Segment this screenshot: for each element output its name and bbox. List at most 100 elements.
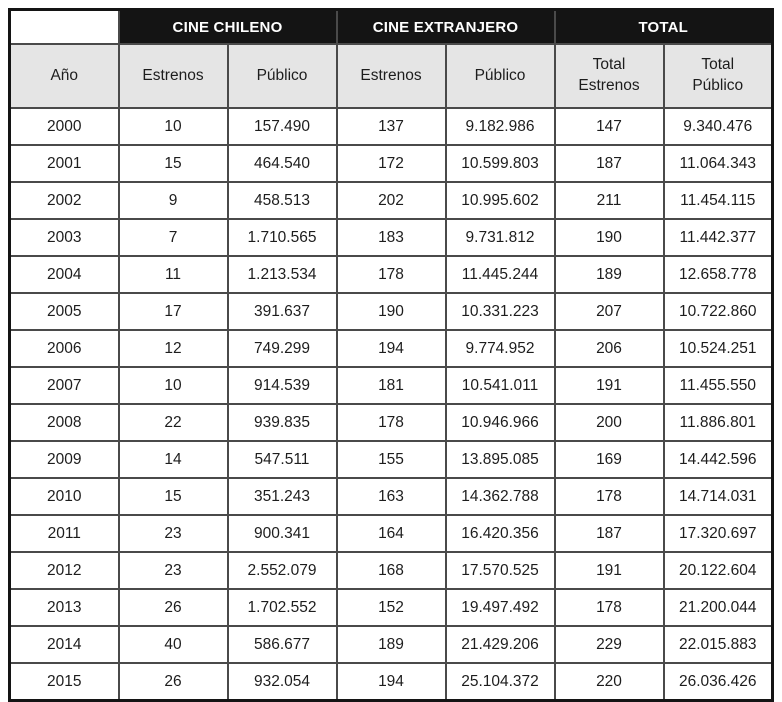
cell-total-estrenos: 147 <box>553 107 665 146</box>
cell-publico-extranjero: 9.182.986 <box>444 107 556 146</box>
cell-ano: 2007 <box>8 366 120 405</box>
cell-total-estrenos: 200 <box>553 403 665 442</box>
cell-total-estrenos: 220 <box>553 662 665 702</box>
cell-estrenos-extranjero: 172 <box>335 144 447 183</box>
table-row: 2008 22 939.835 178 10.946.966 200 11.886.801 <box>8 403 774 442</box>
cell-total-publico: 11.886.801 <box>662 403 774 442</box>
cell-total-estrenos: 187 <box>553 144 665 183</box>
cell-estrenos-chileno: 15 <box>117 477 229 516</box>
cell-publico-chileno: 547.511 <box>226 440 338 479</box>
cell-estrenos-extranjero: 178 <box>335 255 447 294</box>
cell-ano: 2006 <box>8 329 120 368</box>
table-row: 2003 7 1.710.565 183 9.731.812 190 11.442.377 <box>8 218 774 257</box>
cell-estrenos-extranjero: 194 <box>335 662 447 702</box>
cell-total-publico: 11.454.115 <box>662 181 774 220</box>
cell-total-estrenos: 190 <box>553 218 665 257</box>
cell-ano: 2003 <box>8 218 120 257</box>
table-row: 2009 14 547.511 155 13.895.085 169 14.442.596 <box>8 440 774 479</box>
table-row: 2013 26 1.702.552 152 19.497.492 178 21.200.04… <box>8 588 774 627</box>
table-row: 2004 11 1.213.534 178 11.445.244 189 12.658.77… <box>8 255 774 294</box>
cell-total-estrenos: 206 <box>553 329 665 368</box>
cell-publico-chileno: 464.540 <box>226 144 338 183</box>
cell-estrenos-extranjero: 137 <box>335 107 447 146</box>
cell-estrenos-chileno: 14 <box>117 440 229 479</box>
cell-publico-chileno: 1.702.552 <box>226 588 338 627</box>
cell-publico-chileno: 351.243 <box>226 477 338 516</box>
cell-publico-chileno: 458.513 <box>226 181 338 220</box>
cell-ano: 2008 <box>8 403 120 442</box>
group-header-row: CINE CHILENO CINE EXTRANJERO TOTAL <box>8 8 774 45</box>
table-row: 2010 15 351.243 163 14.362.788 178 14.714.031 <box>8 477 774 516</box>
cell-total-estrenos: 178 <box>553 477 665 516</box>
cell-total-publico: 11.064.343 <box>662 144 774 183</box>
cell-estrenos-chileno: 26 <box>117 662 229 702</box>
cell-estrenos-chileno: 40 <box>117 625 229 664</box>
cell-ano: 2011 <box>8 514 120 553</box>
cell-publico-chileno: 1.710.565 <box>226 218 338 257</box>
col-header-ano: Año <box>8 43 120 109</box>
cell-publico-chileno: 586.677 <box>226 625 338 664</box>
table-row: 2000 10 157.490 137 9.182.986 147 9.340.476 <box>8 107 774 146</box>
cell-publico-extranjero: 10.995.602 <box>444 181 556 220</box>
cell-total-estrenos: 191 <box>553 366 665 405</box>
cell-total-publico: 14.714.031 <box>662 477 774 516</box>
col-group-cine-chileno: CINE CHILENO <box>117 8 338 45</box>
cell-publico-chileno: 391.637 <box>226 292 338 331</box>
cell-total-estrenos: 229 <box>553 625 665 664</box>
cell-publico-extranjero: 14.362.788 <box>444 477 556 516</box>
cell-ano: 2014 <box>8 625 120 664</box>
cell-estrenos-extranjero: 163 <box>335 477 447 516</box>
cell-ano: 2000 <box>8 107 120 146</box>
cell-publico-chileno: 749.299 <box>226 329 338 368</box>
cell-publico-extranjero: 9.731.812 <box>444 218 556 257</box>
cell-estrenos-chileno: 11 <box>117 255 229 294</box>
col-header-total-publico: Total Público <box>662 43 774 109</box>
cell-estrenos-extranjero: 189 <box>335 625 447 664</box>
cell-total-estrenos: 187 <box>553 514 665 553</box>
cell-estrenos-chileno: 23 <box>117 514 229 553</box>
cell-total-publico: 10.722.860 <box>662 292 774 331</box>
table-row: 2006 12 749.299 194 9.774.952 206 10.524.251 <box>8 329 774 368</box>
cell-publico-chileno: 939.835 <box>226 403 338 442</box>
table-row: 2001 15 464.540 172 10.599.803 187 11.064.343 <box>8 144 774 183</box>
cell-publico-extranjero: 11.445.244 <box>444 255 556 294</box>
cell-total-publico: 21.200.044 <box>662 588 774 627</box>
cell-total-publico: 17.320.697 <box>662 514 774 553</box>
col-header-publico-chileno: Público <box>226 43 338 109</box>
table-body: 2000 10 157.490 137 9.182.986 147 9.340.476 200… <box>8 107 774 702</box>
cell-estrenos-chileno: 22 <box>117 403 229 442</box>
cell-publico-chileno: 1.213.534 <box>226 255 338 294</box>
cell-publico-extranjero: 17.570.525 <box>444 551 556 590</box>
col-group-cine-extranjero: CINE EXTRANJERO <box>335 8 556 45</box>
col-header-estrenos-extranjero: Estrenos <box>335 43 447 109</box>
cell-total-estrenos: 207 <box>553 292 665 331</box>
cell-publico-extranjero: 25.104.372 <box>444 662 556 702</box>
cell-ano: 2004 <box>8 255 120 294</box>
cell-estrenos-chileno: 10 <box>117 107 229 146</box>
cell-total-publico: 11.455.550 <box>662 366 774 405</box>
cell-publico-extranjero: 10.946.966 <box>444 403 556 442</box>
cell-ano: 2013 <box>8 588 120 627</box>
cell-total-publico: 9.340.476 <box>662 107 774 146</box>
cell-estrenos-extranjero: 152 <box>335 588 447 627</box>
cell-estrenos-chileno: 9 <box>117 181 229 220</box>
cell-estrenos-chileno: 7 <box>117 218 229 257</box>
cell-estrenos-extranjero: 164 <box>335 514 447 553</box>
cell-publico-extranjero: 10.541.011 <box>444 366 556 405</box>
table-row: 2007 10 914.539 181 10.541.011 191 11.455.550 <box>8 366 774 405</box>
cell-estrenos-extranjero: 194 <box>335 329 447 368</box>
cell-ano: 2005 <box>8 292 120 331</box>
cell-total-estrenos: 191 <box>553 551 665 590</box>
cell-total-estrenos: 178 <box>553 588 665 627</box>
cell-estrenos-chileno: 12 <box>117 329 229 368</box>
cell-estrenos-extranjero: 190 <box>335 292 447 331</box>
table-row: 2011 23 900.341 164 16.420.356 187 17.320.697 <box>8 514 774 553</box>
table-container: CINE CHILENO CINE EXTRANJERO TOTAL Año E… <box>8 8 774 702</box>
cell-publico-chileno: 2.552.079 <box>226 551 338 590</box>
cinema-statistics-table: CINE CHILENO CINE EXTRANJERO TOTAL Año E… <box>8 8 774 702</box>
cell-estrenos-extranjero: 202 <box>335 181 447 220</box>
cell-ano: 2001 <box>8 144 120 183</box>
cell-publico-extranjero: 9.774.952 <box>444 329 556 368</box>
cell-estrenos-chileno: 26 <box>117 588 229 627</box>
cell-estrenos-extranjero: 183 <box>335 218 447 257</box>
